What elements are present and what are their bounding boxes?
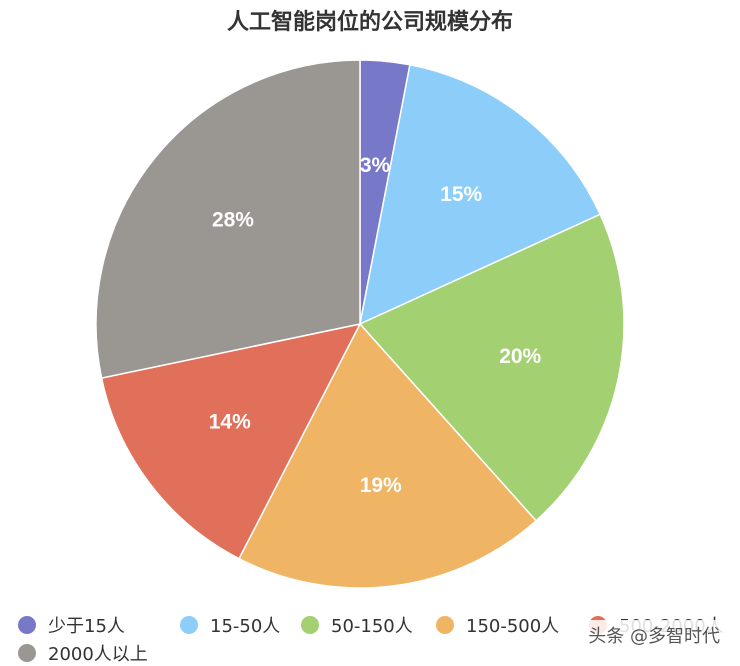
legend-item-2[interactable]: 50-150人 bbox=[301, 612, 413, 638]
pie-label-3: 19% bbox=[360, 474, 402, 497]
legend-label: 2000人以上 bbox=[48, 644, 148, 665]
pie-slice-2 bbox=[358, 213, 625, 522]
pie-slice-4 bbox=[100, 322, 362, 560]
legend-item-1[interactable]: 15-50人 bbox=[180, 612, 280, 638]
legend-label: 少于15人 bbox=[48, 616, 125, 637]
legend-label: 150-500人 bbox=[466, 616, 560, 637]
legend-swatch bbox=[180, 616, 198, 634]
legend-swatch bbox=[436, 616, 454, 634]
pie-slice-1 bbox=[358, 63, 602, 326]
pie-chart: 3% 15% 20% 19% 14% 28% bbox=[95, 59, 625, 589]
pie-label-5: 28% bbox=[212, 208, 254, 231]
legend-swatch bbox=[18, 644, 36, 662]
legend-swatch bbox=[18, 616, 36, 634]
pie-label-0: 3% bbox=[360, 154, 391, 177]
pie-labels: 3% 15% 20% 19% 14% 28% bbox=[209, 154, 542, 497]
pie-slices bbox=[95, 59, 625, 589]
pie-label-4: 14% bbox=[209, 411, 251, 434]
legend-label: 50-150人 bbox=[331, 616, 413, 637]
legend-swatch bbox=[301, 616, 319, 634]
pie-label-2: 20% bbox=[499, 345, 541, 368]
pie-slice-5 bbox=[95, 59, 361, 379]
legend-item-5[interactable]: 2000人以上 bbox=[18, 640, 148, 666]
legend-item-0[interactable]: 少于15人 bbox=[18, 612, 125, 638]
legend-label: 15-50人 bbox=[210, 616, 281, 637]
pie-label-1: 15% bbox=[440, 183, 482, 206]
legend-item-3[interactable]: 150-500人 bbox=[436, 612, 559, 638]
chart-title: 人工智能岗位的公司规模分布 bbox=[226, 10, 513, 35]
pie-slice-3 bbox=[238, 322, 538, 589]
watermark: 头条 @多智时代 bbox=[582, 620, 726, 650]
